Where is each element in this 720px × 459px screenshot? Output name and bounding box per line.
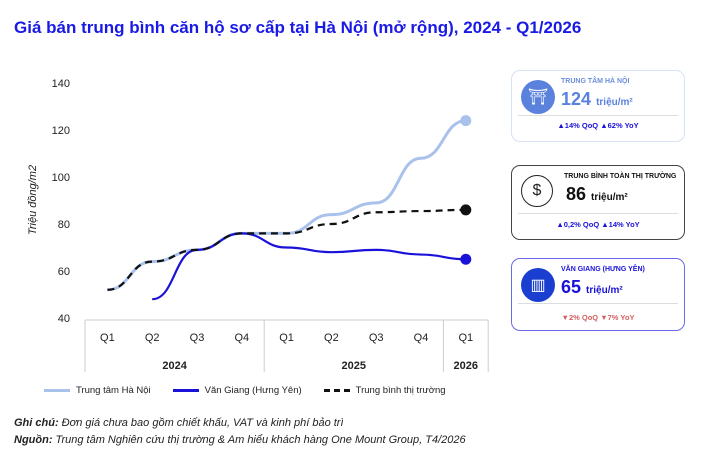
value-unit: triệu/m²: [591, 192, 628, 203]
series-end-marker-1: [460, 253, 472, 265]
x-tick-label: Q4: [414, 332, 429, 344]
x-tick-label: Q1: [279, 332, 294, 344]
card-change: ▼2% QoQ ▼7% YoY: [561, 313, 635, 322]
source-label: Nguồn:: [14, 434, 53, 446]
value-number: 86: [566, 184, 587, 204]
x-tick-label: Q3: [190, 332, 205, 344]
legend-swatch: [172, 389, 199, 392]
legend-label: Trung bình thị trường: [355, 385, 446, 396]
card-change: ▲14% QoQ ▲62% YoY: [557, 121, 639, 130]
value-unit: triệu/m²: [596, 97, 633, 108]
card-trung-binh-thi-truong: $ TRUNG BÌNH TOÀN THỊ TRƯỜNG 86 triệu/m²…: [511, 165, 685, 240]
legend-label: Văn Giang (Hưng Yên): [204, 385, 302, 396]
card-value: 65 triệu/m²: [561, 277, 623, 298]
x-tick-label: Q1: [100, 332, 115, 344]
temple-gate-icon: ⛩: [521, 80, 555, 114]
source-text: Trung tâm Nghiên cứu thị trường & Am hiể…: [52, 434, 466, 446]
legend-item-trung-binh: Trung bình thị trường: [323, 385, 446, 396]
card-label: VĂN GIANG (HƯNG YÊN): [561, 266, 645, 273]
y-tick-label: 40: [58, 313, 70, 325]
card-change: ▲0,2% QoQ ▲14% YoY: [556, 220, 640, 229]
building-icon: ▥: [521, 268, 555, 302]
card-value: 86 triệu/m²: [566, 184, 628, 205]
value-number: 65: [561, 277, 582, 297]
note-text: Đơn giá chưa bao gồm chiết khấu, VAT và …: [58, 417, 344, 429]
legend-label: Trung tâm Hà Nội: [76, 385, 151, 396]
price-chart-icon: $: [521, 175, 553, 207]
value-unit: triệu/m²: [586, 285, 623, 296]
series-end-marker-2: [460, 204, 472, 216]
divider: [518, 213, 678, 214]
series-line-1: [152, 232, 466, 301]
y-axis-label: Triệu đồng/m2: [27, 165, 39, 235]
value-number: 124: [561, 89, 592, 109]
series-line-0: [107, 119, 466, 292]
card-trung-tam-ha-noi: ⛩ TRUNG TÂM HÀ NỘI 124 triệu/m² ▲14% QoQ…: [511, 70, 685, 142]
x-tick-label: Q2: [324, 332, 339, 344]
y-tick-label: 100: [52, 172, 70, 184]
series-line-2: [107, 208, 466, 291]
card-value: 124 triệu/m²: [561, 89, 633, 110]
x-tick-label: Q4: [234, 332, 249, 344]
divider: [518, 115, 678, 116]
chart-title: Giá bán trung bình căn hộ sơ cấp tại Hà …: [14, 18, 582, 37]
note-label: Ghi chú:: [14, 417, 59, 429]
year-label: 2025: [342, 360, 366, 372]
x-tick-label: Q1: [458, 332, 473, 344]
divider: [518, 303, 678, 304]
y-tick-label: 80: [58, 219, 70, 231]
legend-swatch: [44, 389, 70, 392]
card-van-giang: ▥ VĂN GIANG (HƯNG YÊN) 65 triệu/m² ▼2% Q…: [511, 258, 685, 331]
x-tick-label: Q2: [145, 332, 160, 344]
year-label: 2024: [162, 360, 187, 372]
x-tick-label: Q3: [369, 332, 384, 344]
legend-swatch: [323, 389, 350, 392]
legend-item-trung-tam: Trung tâm Hà Nội: [44, 385, 151, 396]
footnote: Ghi chú: Đơn giá chưa bao gồm chiết khấu…: [14, 417, 344, 429]
y-tick-label: 140: [52, 78, 70, 90]
legend-item-van-giang: Văn Giang (Hưng Yên): [172, 385, 302, 396]
card-label: TRUNG TÂM HÀ NỘI: [561, 78, 630, 85]
y-tick-label: 120: [52, 125, 70, 137]
source: Nguồn: Trung tâm Nghiên cứu thị trường &…: [14, 434, 466, 446]
y-tick-label: 60: [58, 266, 70, 278]
legend: Trung tâm Hà Nội Văn Giang (Hưng Yên) Tr…: [44, 385, 446, 396]
card-label: TRUNG BÌNH TOÀN THỊ TRƯỜNG: [564, 173, 677, 180]
year-label: 2026: [454, 360, 478, 372]
series-end-marker-0: [460, 115, 472, 127]
